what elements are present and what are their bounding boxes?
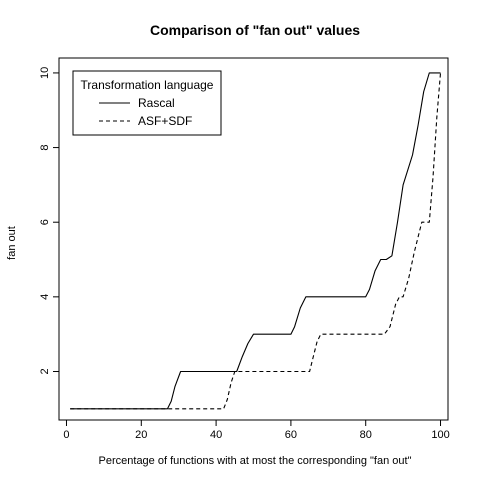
legend-title: Transformation language [81,78,214,92]
y-tick-label: 2 [39,368,51,374]
legend-box [72,70,222,136]
legend-rascal-label: Rascal [138,96,175,110]
y-axis: 2 4 6 8 10 [39,67,59,375]
series-line-rascal [70,72,441,410]
x-axis: 0 20 40 60 80 100 [63,420,450,441]
y-tick-label: 10 [39,67,51,79]
y-tick-label: 4 [39,294,51,300]
y-tick-label: 6 [39,219,51,225]
x-axis-label: Percentage of functions with at most the… [99,455,412,467]
legend: Transformation language Rascal ASF+SDF [72,70,222,136]
x-tick-label: 80 [360,429,372,441]
plot-area-frame [58,57,449,421]
y-tick-label: 8 [39,145,51,151]
x-tick-label: 0 [63,429,69,441]
x-tick-label: 20 [135,429,147,441]
chart-title: Comparison of "fan out" values [150,22,360,38]
x-tick-label: 40 [210,429,222,441]
y-axis-label: fan out [6,226,18,260]
legend-asfsdf-label: ASF+SDF [138,114,192,128]
x-tick-label: 60 [285,429,297,441]
x-tick-label: 100 [431,429,449,441]
series-line-asf-sdf [70,72,442,410]
series-layer [70,72,442,410]
